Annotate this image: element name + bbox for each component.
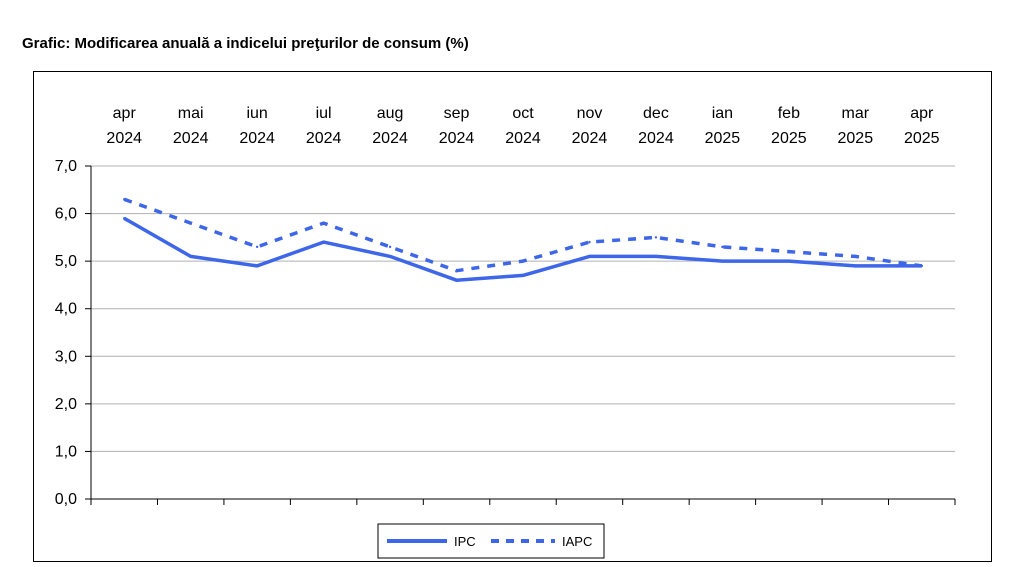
data-point-ipc (854, 264, 857, 268)
data-point-iapc (588, 240, 591, 244)
x-tick-label-year: 2025 (705, 130, 741, 147)
x-tick-label-month: feb (778, 105, 800, 122)
x-tick-label-month: sep (444, 105, 470, 122)
gridlines (91, 165, 955, 452)
data-point-ipc (588, 255, 591, 258)
x-tick-label-month: mai (178, 105, 204, 122)
data-point-iapc (255, 245, 259, 249)
x-tick-label-month: ian (712, 105, 733, 122)
x-tick-label-month: iul (316, 105, 332, 122)
y-tick-labels: 0,0 1,0 2,0 3,0 4,0 5,0 6,0 7,0 (55, 158, 77, 508)
x-tick-label-month: nov (577, 105, 603, 122)
data-point-iapc (654, 236, 658, 239)
data-point-iapc (322, 221, 325, 225)
x-tick-label-year: 2024 (306, 130, 342, 147)
series-line-ipc (123, 216, 922, 282)
axes (85, 165, 956, 505)
data-point-ipc (388, 255, 392, 258)
data-point-ipc (521, 274, 525, 277)
data-point-iapc (721, 245, 724, 249)
data-point-iapc (123, 198, 126, 201)
data-point-iapc (787, 250, 791, 253)
chart-title: Grafic: Modificarea anuală a indicelui p… (22, 35, 469, 52)
x-tick-label-month: iun (246, 105, 267, 122)
data-point-iapc (388, 245, 392, 249)
x-tick-label-month: apr (910, 105, 934, 122)
x-tick-label-year: 2024 (239, 130, 275, 147)
x-tick-label-year: 2024 (372, 130, 408, 147)
data-point-ipc (787, 259, 791, 263)
x-tick-label-year: 2024 (106, 130, 142, 147)
x-tick-label-year: 2024 (505, 130, 541, 147)
series-lines (123, 197, 923, 282)
data-point-ipc (255, 264, 259, 268)
x-tick-label-year: 2025 (838, 130, 874, 147)
x-tick-label-year: 2025 (904, 130, 940, 147)
data-point-iapc (189, 221, 192, 225)
y-tick-label: 2,0 (55, 396, 77, 413)
x-tick-label-year: 2024 (638, 130, 674, 147)
data-point-iapc (854, 255, 857, 258)
x-tick-label-year: 2024 (572, 130, 608, 147)
x-tick-label-month: aug (377, 105, 404, 122)
x-tick-label-month: oct (512, 105, 534, 122)
x-tick-labels: apr 2024 mai 2024 iun 2024 iul 2024 aug 2024 sep 20… (106, 105, 939, 147)
y-tick-label: 7,0 (55, 158, 77, 175)
data-point-ipc (189, 255, 192, 258)
y-tick-label: 3,0 (55, 348, 77, 365)
data-point-ipc (123, 217, 126, 220)
y-tick-label: 0,0 (55, 491, 77, 508)
legend: IPC IAPC (377, 523, 605, 559)
data-point-ipc (721, 259, 724, 263)
x-tick-label-month: dec (643, 105, 669, 122)
chart-frame (33, 71, 992, 562)
data-point-ipc (920, 264, 923, 268)
data-point-iapc (455, 269, 458, 272)
x-tick-label-year: 2024 (173, 130, 209, 147)
y-tick-label: 4,0 (55, 301, 77, 318)
x-tick-label-year: 2024 (439, 130, 475, 147)
x-tick-label-month: mar (842, 105, 870, 122)
y-tick-label: 1,0 (55, 443, 77, 460)
data-point-ipc (455, 278, 458, 282)
legend-label-ipc: IPC (454, 534, 476, 549)
data-point-iapc (521, 259, 525, 263)
x-tick-label-month: apr (113, 105, 137, 122)
x-tick-label-year: 2025 (771, 130, 807, 147)
data-point-ipc (654, 255, 658, 258)
y-tick-label: 6,0 (55, 206, 77, 223)
legend-label-iapc: IAPC (562, 534, 592, 549)
data-point-ipc (322, 240, 325, 244)
y-tick-label: 5,0 (55, 253, 77, 270)
